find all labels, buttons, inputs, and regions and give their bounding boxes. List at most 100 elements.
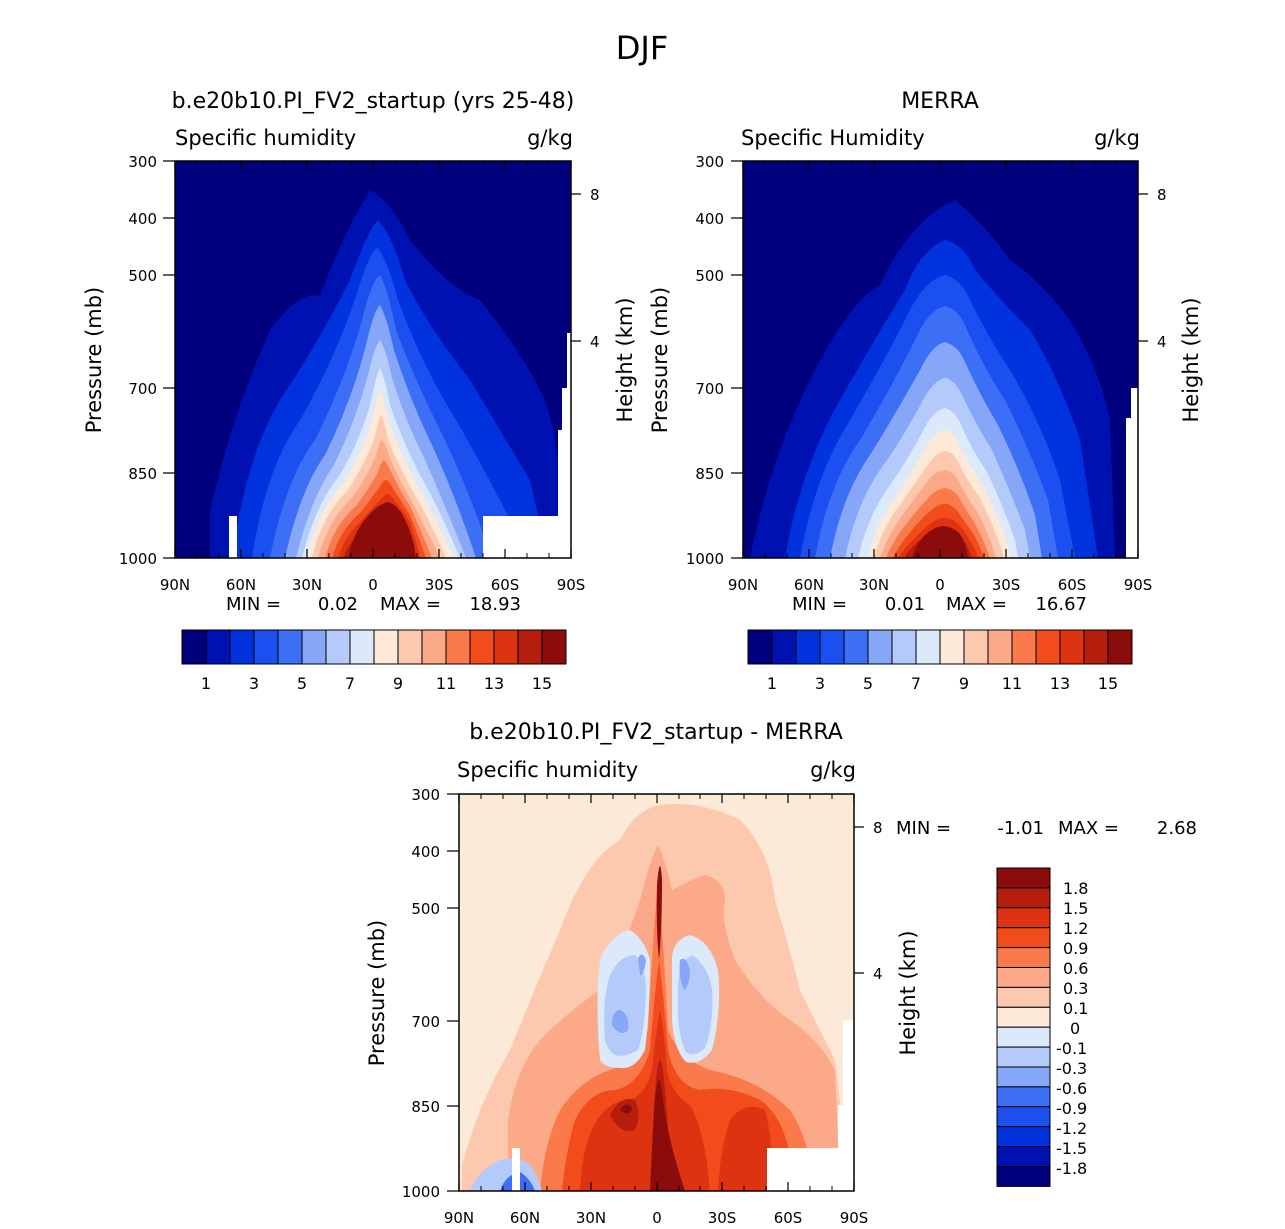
y-tick-label: 500 (411, 900, 440, 918)
y-tick-label: 500 (128, 267, 157, 285)
y-tick-label: 1000 (119, 550, 157, 568)
y-tick-label: 400 (695, 210, 724, 228)
y-tick-label: 700 (128, 380, 157, 398)
x-tick-label: 30N (292, 576, 322, 594)
x-tick-label: 0 (368, 576, 378, 594)
height-tick-label: 8 (1157, 186, 1167, 204)
max-label: MAX = (946, 594, 1007, 615)
panel-diff: b.e20b10.PI_FV2_startup - MERRA Specific… (365, 720, 1197, 1227)
y-tick-label: 700 (695, 380, 724, 398)
colorbar-label: 0.1 (1063, 999, 1088, 1018)
panel-obs-right-label: Height (km) (1179, 297, 1203, 422)
colorbar-swatch (915, 629, 941, 665)
height-tick-label: 8 (590, 186, 600, 204)
panel-diff-minmax: MIN = -1.01 MAX = 2.68 (896, 818, 1197, 839)
colorbar-swatch (445, 629, 471, 665)
min-value: 0.02 (318, 594, 358, 615)
x-tick-label: 60N (226, 576, 256, 594)
colorbar-swatch (996, 867, 1051, 889)
colorbar-swatch (996, 1126, 1051, 1148)
panel-model-left-label: Specific humidity (175, 126, 356, 150)
colorbar-label: 15 (532, 674, 552, 693)
x-tick-label: 60S (774, 1209, 803, 1227)
x-tick-label: 90N (160, 576, 190, 594)
max-label: MAX = (380, 594, 441, 615)
panel-model-title: b.e20b10.PI_FV2_startup (yrs 25-48) (172, 89, 575, 114)
colorbar-label: 3 (249, 674, 259, 693)
y-tick-label: 300 (128, 153, 157, 171)
y-tick-label: 500 (695, 267, 724, 285)
panel-obs-colorbar (747, 629, 1133, 665)
colorbar-swatch (996, 1046, 1051, 1068)
colorbar-swatch (771, 629, 797, 665)
colorbar-label: -1.5 (1056, 1139, 1087, 1158)
colorbar-label: -0.3 (1056, 1059, 1087, 1078)
panel-obs-x-ticks: 90N 60N 30N 0 30S 60S 90S (728, 161, 1152, 594)
colorbar-swatch (795, 629, 821, 665)
colorbar-label: -1.2 (1056, 1119, 1087, 1138)
colorbar-label: 1 (201, 674, 211, 693)
y-tick-label: 1000 (686, 550, 724, 568)
colorbar-label: 1.2 (1063, 919, 1088, 938)
colorbar-label: 11 (1002, 674, 1022, 693)
colorbar-swatch (819, 629, 845, 665)
panel-model-contours (175, 161, 571, 558)
panel-model-units: g/kg (527, 126, 573, 150)
colorbar-swatch (891, 629, 917, 665)
colorbar-swatch (747, 629, 773, 665)
panel-obs-left-label: Specific Humidity (741, 126, 925, 150)
colorbar-swatch (1083, 629, 1109, 665)
colorbar-swatch (277, 629, 303, 665)
x-tick-label: 90S (557, 576, 586, 594)
panel-obs-contours (743, 161, 1138, 558)
colorbar-label: 13 (484, 674, 504, 693)
min-label: MIN = (896, 818, 951, 839)
min-label: MIN = (792, 594, 847, 615)
panel-obs-units: g/kg (1094, 126, 1140, 150)
colorbar-swatch (996, 1006, 1051, 1028)
panel-diff-y-ticks: 300 400 500 700 850 1000 Pressure (mb) (365, 786, 459, 1201)
colorbar-swatch (867, 629, 893, 665)
colorbar-swatch (517, 629, 543, 665)
panel-obs-height-axis: 8 4 Height (km) (1138, 186, 1203, 423)
x-tick-label: 90S (1124, 576, 1153, 594)
x-tick-label: 30S (708, 1209, 737, 1227)
colorbar-label: 0.9 (1063, 939, 1088, 958)
panel-model-ylabel: Pressure (mb) (82, 287, 106, 434)
y-tick-label: 850 (128, 465, 157, 483)
colorbar-swatch (939, 629, 965, 665)
panel-diff-title: b.e20b10.PI_FV2_startup - MERRA (469, 720, 843, 745)
y-tick-label: 850 (695, 465, 724, 483)
colorbar-label: 15 (1098, 674, 1118, 693)
colorbar-swatch (397, 629, 423, 665)
panel-diff-units: g/kg (810, 758, 856, 782)
panel-model: b.e20b10.PI_FV2_startup (yrs 25-48) Spec… (82, 89, 637, 693)
colorbar-label: -0.6 (1056, 1079, 1087, 1098)
colorbar-swatch (996, 1026, 1051, 1048)
colorbar-swatch (996, 1106, 1051, 1128)
x-tick-label: 90N (728, 576, 758, 594)
x-tick-label: 30S (992, 576, 1021, 594)
x-tick-label: 60S (1058, 576, 1087, 594)
colorbar-label: 1.5 (1063, 899, 1088, 918)
x-tick-label: 0 (652, 1209, 662, 1227)
panel-obs-title: MERRA (901, 89, 979, 114)
colorbar-swatch (996, 1146, 1051, 1167)
colorbar-label: 7 (345, 674, 355, 693)
panel-diff-left-label: Specific humidity (457, 758, 638, 782)
y-tick-label: 1000 (402, 1183, 440, 1201)
panel-diff-colorbar-labels: 1.8 1.5 1.2 0.9 0.6 0.3 0.1 0 -0.1 -0.3 … (1056, 879, 1088, 1178)
y-tick-label: 700 (411, 1013, 440, 1031)
colorbar-label: -0.1 (1056, 1039, 1087, 1058)
colorbar-swatch (181, 629, 207, 665)
x-tick-label: 30S (425, 576, 454, 594)
panel-model-y-ticks: 300 400 500 700 850 1000 Pressure (mb) (82, 153, 175, 568)
panel-diff-ylabel: Pressure (mb) (365, 920, 389, 1067)
colorbar-swatch (987, 629, 1013, 665)
colorbar-swatch (1059, 629, 1085, 665)
x-tick-label: 30N (576, 1209, 606, 1227)
colorbar-swatch (493, 629, 519, 665)
colorbar-label: -1.8 (1056, 1159, 1087, 1178)
panel-diff-x-ticks: 90N 60N 30N 0 30S 60S 90S (444, 794, 868, 1227)
